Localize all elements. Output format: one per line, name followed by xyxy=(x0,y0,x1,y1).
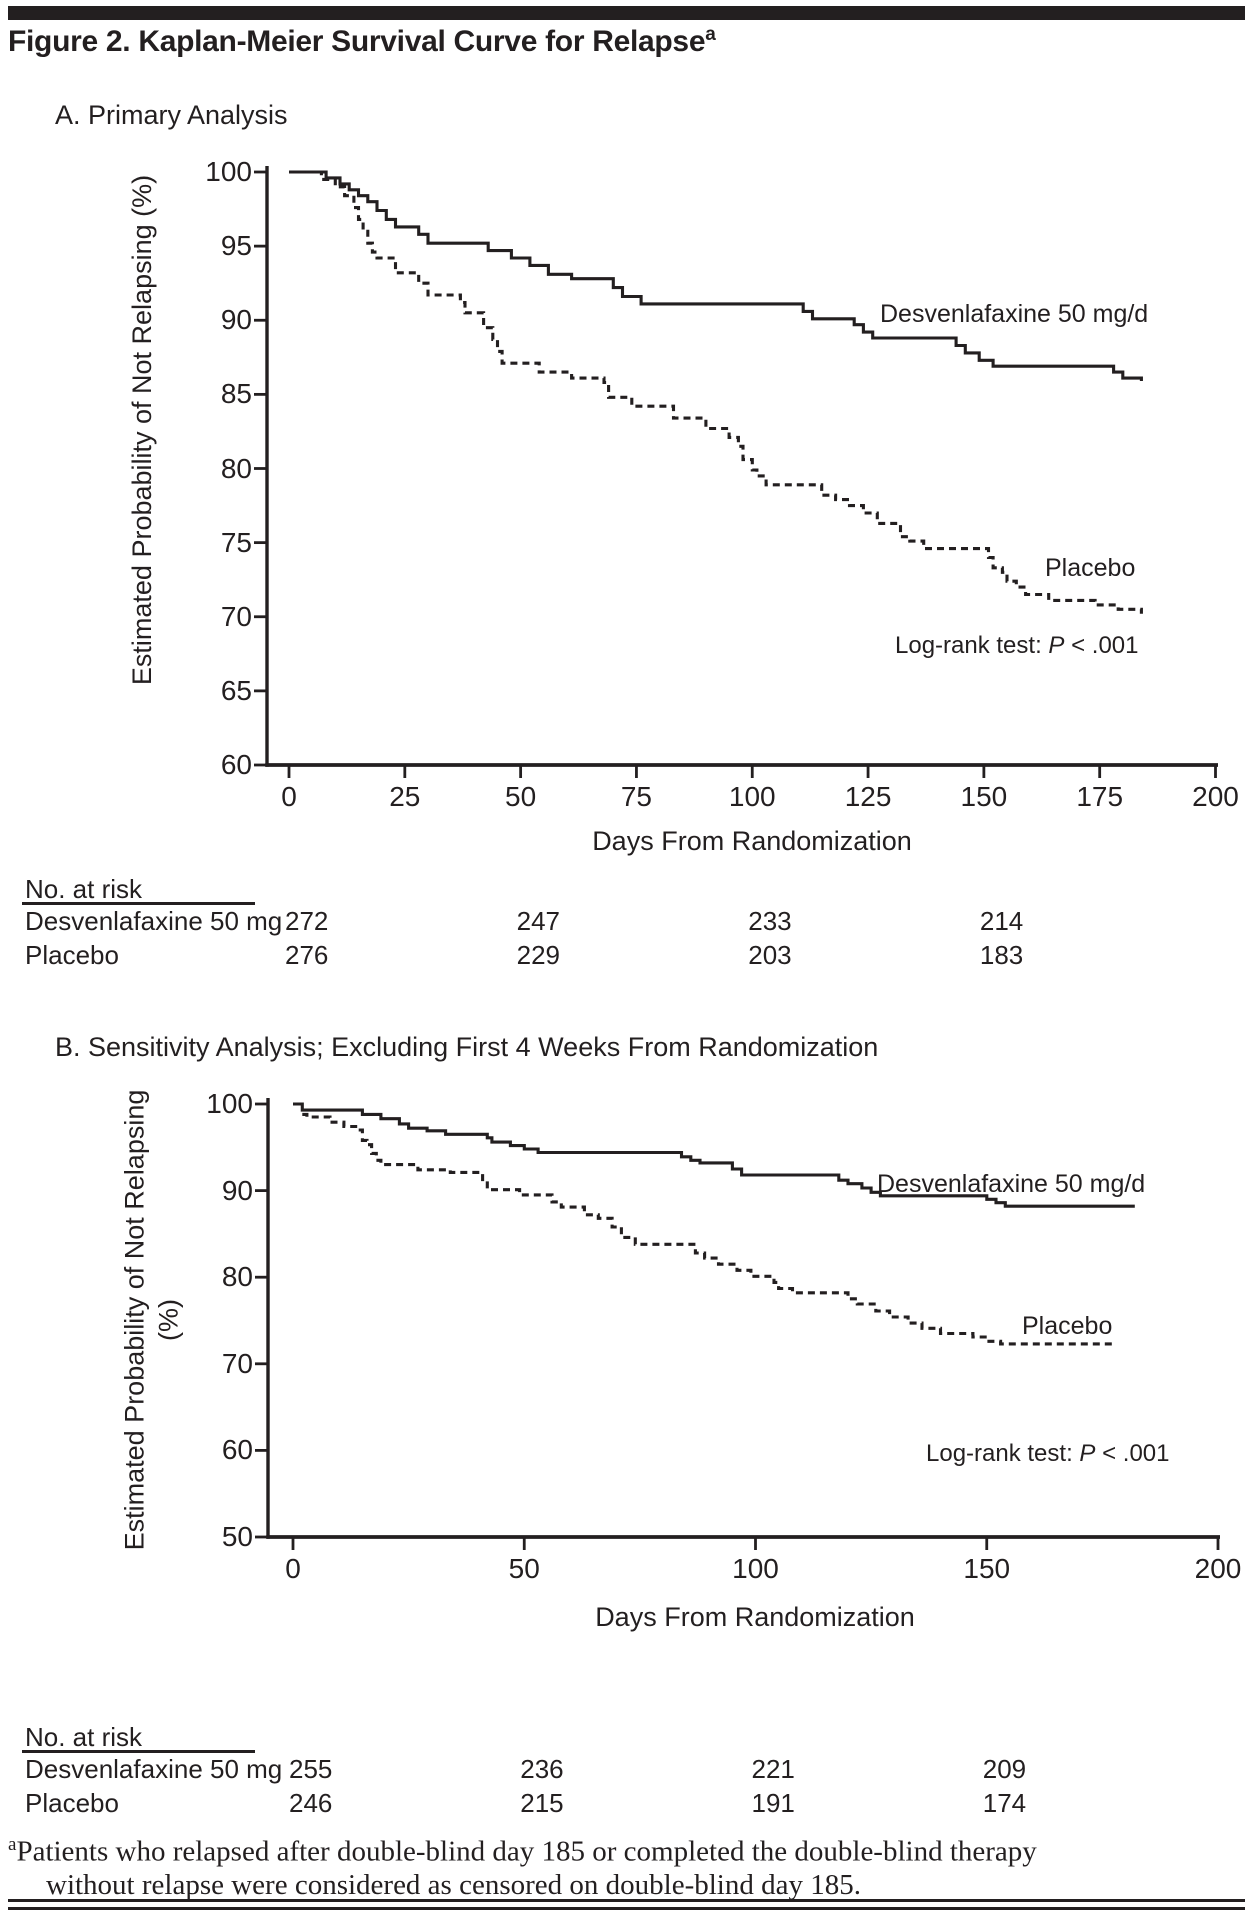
desvenlafaxine-curve xyxy=(293,1102,1135,1208)
logrank-annotation-panel-b: Log-rank test: P < .001 xyxy=(926,1440,1170,1468)
y-tick-label: 90 xyxy=(221,1174,253,1206)
logrank-p-symbol-a: P xyxy=(1048,632,1065,659)
at-risk-value: 272 xyxy=(285,906,329,936)
y-tick-label: 60 xyxy=(220,749,252,780)
legend-placebo-panel-b: Placebo xyxy=(1022,1312,1113,1340)
y-tick-label: 70 xyxy=(220,600,252,632)
y-tick-label: 100 xyxy=(205,156,252,187)
x-tick-label: 100 xyxy=(732,1553,779,1584)
bottom-rule-outer xyxy=(8,1899,1245,1902)
y-tick-label: 75 xyxy=(220,526,252,558)
logrank-annotation-panel-a: Log-rank test: P < .001 xyxy=(895,632,1139,660)
x-tick-label: 50 xyxy=(505,781,537,812)
top-rule xyxy=(8,6,1245,20)
bottom-rule-inner xyxy=(8,1907,1245,1910)
logrank-p-value-a: < .001 xyxy=(1064,632,1139,659)
panel-b-y-axis-title-line1: Estimated Probability of Not Relapsing xyxy=(119,1089,150,1551)
at-risk-value: 215 xyxy=(520,1788,564,1818)
x-tick-label: 0 xyxy=(285,1553,301,1584)
footnote-line2: without relapse were considered as censo… xyxy=(46,1869,861,1901)
at-risk-value: 174 xyxy=(982,1788,1027,1818)
legend-desvenlafaxine-panel-b: Desvenlafaxine 50 mg/d xyxy=(877,1170,1146,1198)
y-tick-label: 85 xyxy=(220,378,252,410)
at-risk-value: 183 xyxy=(979,940,1024,970)
at-risk-value: 191 xyxy=(751,1788,795,1818)
footnote-line1-text: Patients who relapsed after double-blind… xyxy=(16,1835,1037,1868)
x-tick-label: 200 xyxy=(1192,781,1239,812)
at-risk-value: 276 xyxy=(285,940,329,970)
y-tick-label: 80 xyxy=(221,1261,253,1293)
x-tick-label: 200 xyxy=(1194,1553,1242,1584)
at-risk-row-label-placebo-b: Placebo xyxy=(25,1788,119,1818)
figure-title-text: Figure 2. Kaplan-Meier Survival Curve fo… xyxy=(8,25,706,58)
y-tick-label: 80 xyxy=(220,452,252,484)
legend-desvenlafaxine-panel-a: Desvenlafaxine 50 mg/d xyxy=(880,300,1149,328)
x-tick-label: 100 xyxy=(728,781,776,812)
at-risk-value: 233 xyxy=(748,906,792,936)
x-tick-label: 150 xyxy=(963,1553,1011,1584)
at-risk-value: 214 xyxy=(979,906,1024,936)
desvenlafaxine-curve xyxy=(289,170,1143,381)
at-risk-header-panel-a: No. at risk xyxy=(25,874,143,904)
figure-title: Figure 2. Kaplan-Meier Survival Curve fo… xyxy=(8,24,716,59)
figure-title-superscript: a xyxy=(705,24,716,45)
placebo-curve xyxy=(293,170,1143,614)
at-risk-row-label-placebo-a: Placebo xyxy=(25,940,119,970)
logrank-prefix-b: Log-rank test: xyxy=(926,1440,1080,1467)
y-tick-label: 95 xyxy=(220,230,252,262)
at-risk-value: 236 xyxy=(520,1754,564,1784)
panel-b-y-axis-title: Estimated Probability of Not Relapsing (… xyxy=(118,1090,186,1551)
at-risk-value: 229 xyxy=(516,940,561,970)
y-tick-label: 50 xyxy=(221,1521,253,1552)
x-tick-label: 175 xyxy=(1076,781,1124,812)
x-tick-label: 25 xyxy=(389,781,421,812)
x-tick-label: 50 xyxy=(508,1553,540,1584)
at-risk-value: 221 xyxy=(751,1754,795,1784)
legend-placebo-panel-a: Placebo xyxy=(1045,554,1136,582)
panel-a-heading: A. Primary Analysis xyxy=(55,100,288,130)
logrank-p-value-b: < .001 xyxy=(1095,1440,1170,1467)
at-risk-row-label-desvenlafaxine-a: Desvenlafaxine 50 mg xyxy=(25,906,283,936)
logrank-p-symbol-b: P xyxy=(1079,1440,1096,1467)
y-tick-label: 90 xyxy=(220,304,252,336)
y-tick-label: 100 xyxy=(206,1088,253,1119)
y-tick-label: 70 xyxy=(221,1347,253,1379)
x-tick-label: 125 xyxy=(844,781,892,812)
panel-b-x-axis-title: Days From Randomization xyxy=(595,1602,915,1632)
at-risk-header-panel-b: No. at risk xyxy=(25,1722,143,1752)
footnote-line1: aPatients who relapsed after double-blin… xyxy=(8,1834,1037,1869)
x-tick-label: 0 xyxy=(281,781,297,812)
at-risk-value: 246 xyxy=(289,1788,333,1818)
x-tick-label: 150 xyxy=(960,781,1008,812)
footnote-superscript: a xyxy=(8,1834,17,1855)
y-tick-label: 60 xyxy=(221,1434,253,1466)
at-risk-value: 209 xyxy=(982,1754,1027,1784)
at-risk-value: 255 xyxy=(289,1754,333,1784)
logrank-prefix-a: Log-rank test: xyxy=(895,632,1049,659)
x-tick-label: 75 xyxy=(620,781,653,812)
panel-a-x-axis-title: Days From Randomization xyxy=(592,826,912,856)
placebo-curve xyxy=(302,1112,1117,1346)
panel-b-heading: B. Sensitivity Analysis; Excluding First… xyxy=(55,1032,879,1062)
at-risk-underline-panel-b xyxy=(22,1750,255,1753)
panel-b-y-axis-title-line2: (%) xyxy=(153,1299,183,1342)
at-risk-row-label-desvenlafaxine-b: Desvenlafaxine 50 mg xyxy=(25,1754,283,1784)
at-risk-value: 203 xyxy=(748,940,792,970)
panel-a-y-axis-title: Estimated Probability of Not Relapsing (… xyxy=(127,174,158,686)
at-risk-value: 247 xyxy=(516,906,561,936)
at-risk-underline-panel-a xyxy=(22,902,255,905)
y-tick-label: 65 xyxy=(220,674,252,706)
